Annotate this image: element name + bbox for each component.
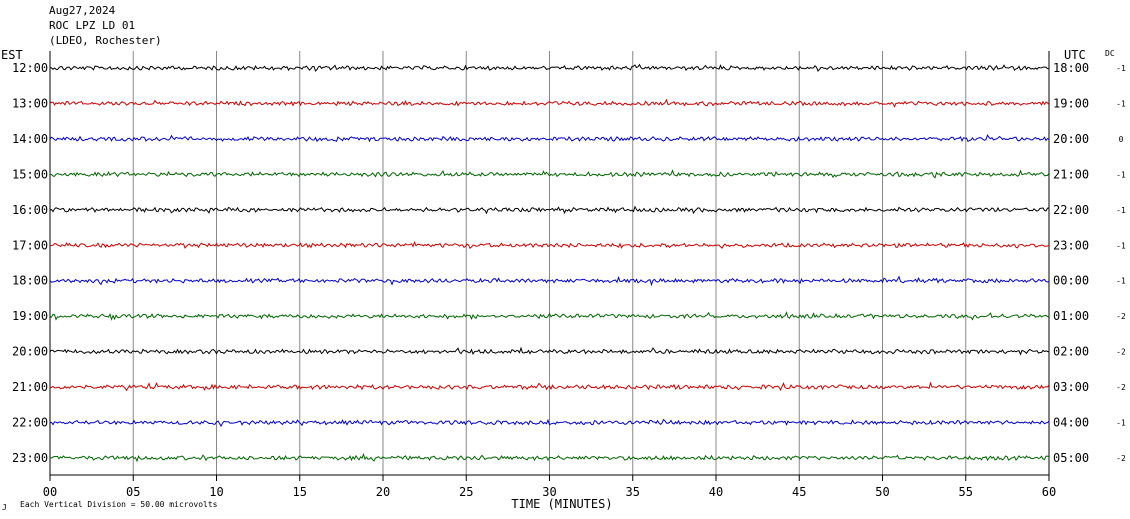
x-tick-label: 05	[126, 485, 140, 499]
est-hour-label: 17:00	[12, 238, 48, 252]
utc-hour-label: 00:00	[1053, 274, 1089, 288]
x-tick-label: 35	[626, 485, 640, 499]
est-hour-label: 19:00	[12, 309, 48, 323]
trace-2100	[49, 381, 1050, 392]
trace-1700	[49, 241, 1050, 249]
utc-hour-label: 18:00	[1053, 61, 1089, 75]
utc-hour-label: 19:00	[1053, 96, 1089, 110]
trace-1800	[49, 275, 1050, 287]
station-name: ROC LPZ LD 01	[49, 19, 136, 32]
dc-offset-label: 0	[1119, 135, 1124, 144]
x-tick-label: 40	[709, 485, 723, 499]
utc-hour-label: 22:00	[1053, 203, 1089, 217]
dc-offset-label: -2	[1116, 348, 1126, 357]
est-hour-label: 20:00	[12, 345, 48, 359]
trace-2200	[50, 418, 1050, 428]
x-tick-label: 20	[376, 485, 390, 499]
scale-note: Each Vertical Division = 50.00 microvolt…	[20, 500, 218, 509]
trace-2300	[50, 452, 1050, 463]
est-hour-label: 16:00	[12, 203, 48, 217]
utc-hour-label: 21:00	[1053, 167, 1089, 181]
dc-offset-label: -1	[1116, 419, 1126, 428]
utc-hour-label: 04:00	[1053, 416, 1089, 430]
dc-offset-label: -2	[1116, 312, 1126, 321]
utc-hour-label: 05:00	[1053, 451, 1089, 465]
trace-2000	[49, 346, 1050, 356]
x-tick-label: 50	[875, 485, 889, 499]
dc-offset-label: -1	[1116, 99, 1126, 108]
dc-column-title: DC	[1105, 49, 1115, 58]
utc-hour-label: 20:00	[1053, 132, 1089, 146]
x-tick-label: 00	[43, 485, 57, 499]
trace-1900	[49, 311, 1050, 321]
utc-hour-label: 03:00	[1053, 380, 1089, 394]
x-tick-label: 60	[1042, 485, 1056, 499]
footer-mark: J	[2, 503, 7, 512]
x-tick-label: 25	[459, 485, 473, 499]
est-hour-label: 22:00	[12, 416, 48, 430]
x-tick-label: 15	[293, 485, 307, 499]
x-tick-label: 30	[542, 485, 556, 499]
trace-1500	[49, 169, 1050, 179]
dc-offset-label: -2	[1116, 454, 1126, 463]
est-axis-title: EST	[1, 48, 23, 62]
dc-offset-label: -1	[1116, 277, 1126, 286]
x-tick-label: 55	[959, 485, 973, 499]
trace-1400	[49, 133, 1050, 143]
utc-hour-label: 23:00	[1053, 238, 1089, 252]
trace-1200	[49, 63, 1050, 72]
est-hour-label: 21:00	[12, 380, 48, 394]
utc-axis-title: UTC	[1064, 48, 1086, 62]
utc-hour-label: 01:00	[1053, 309, 1089, 323]
est-hour-label: 23:00	[12, 451, 48, 465]
trace-1600	[49, 205, 1050, 215]
x-tick-label: 45	[792, 485, 806, 499]
est-hour-label: 12:00	[12, 61, 48, 75]
network-name: (LDEO, Rochester)	[49, 34, 162, 47]
dc-offset-label: -1	[1116, 170, 1126, 179]
trace-1300	[49, 98, 1050, 108]
est-hour-label: 13:00	[12, 96, 48, 110]
x-tick-label: 10	[209, 485, 223, 499]
dc-offset-label: -2	[1116, 383, 1126, 392]
utc-hour-label: 02:00	[1053, 345, 1089, 359]
dc-offset-label: -1	[1116, 241, 1126, 250]
chart-date: Aug27,2024	[49, 4, 116, 17]
dc-offset-label: -1	[1116, 64, 1126, 73]
est-hour-label: 18:00	[12, 274, 48, 288]
est-hour-label: 15:00	[12, 167, 48, 181]
est-hour-label: 14:00	[12, 132, 48, 146]
x-axis-label: TIME (MINUTES)	[511, 497, 612, 511]
dc-offset-label: -1	[1116, 206, 1126, 215]
